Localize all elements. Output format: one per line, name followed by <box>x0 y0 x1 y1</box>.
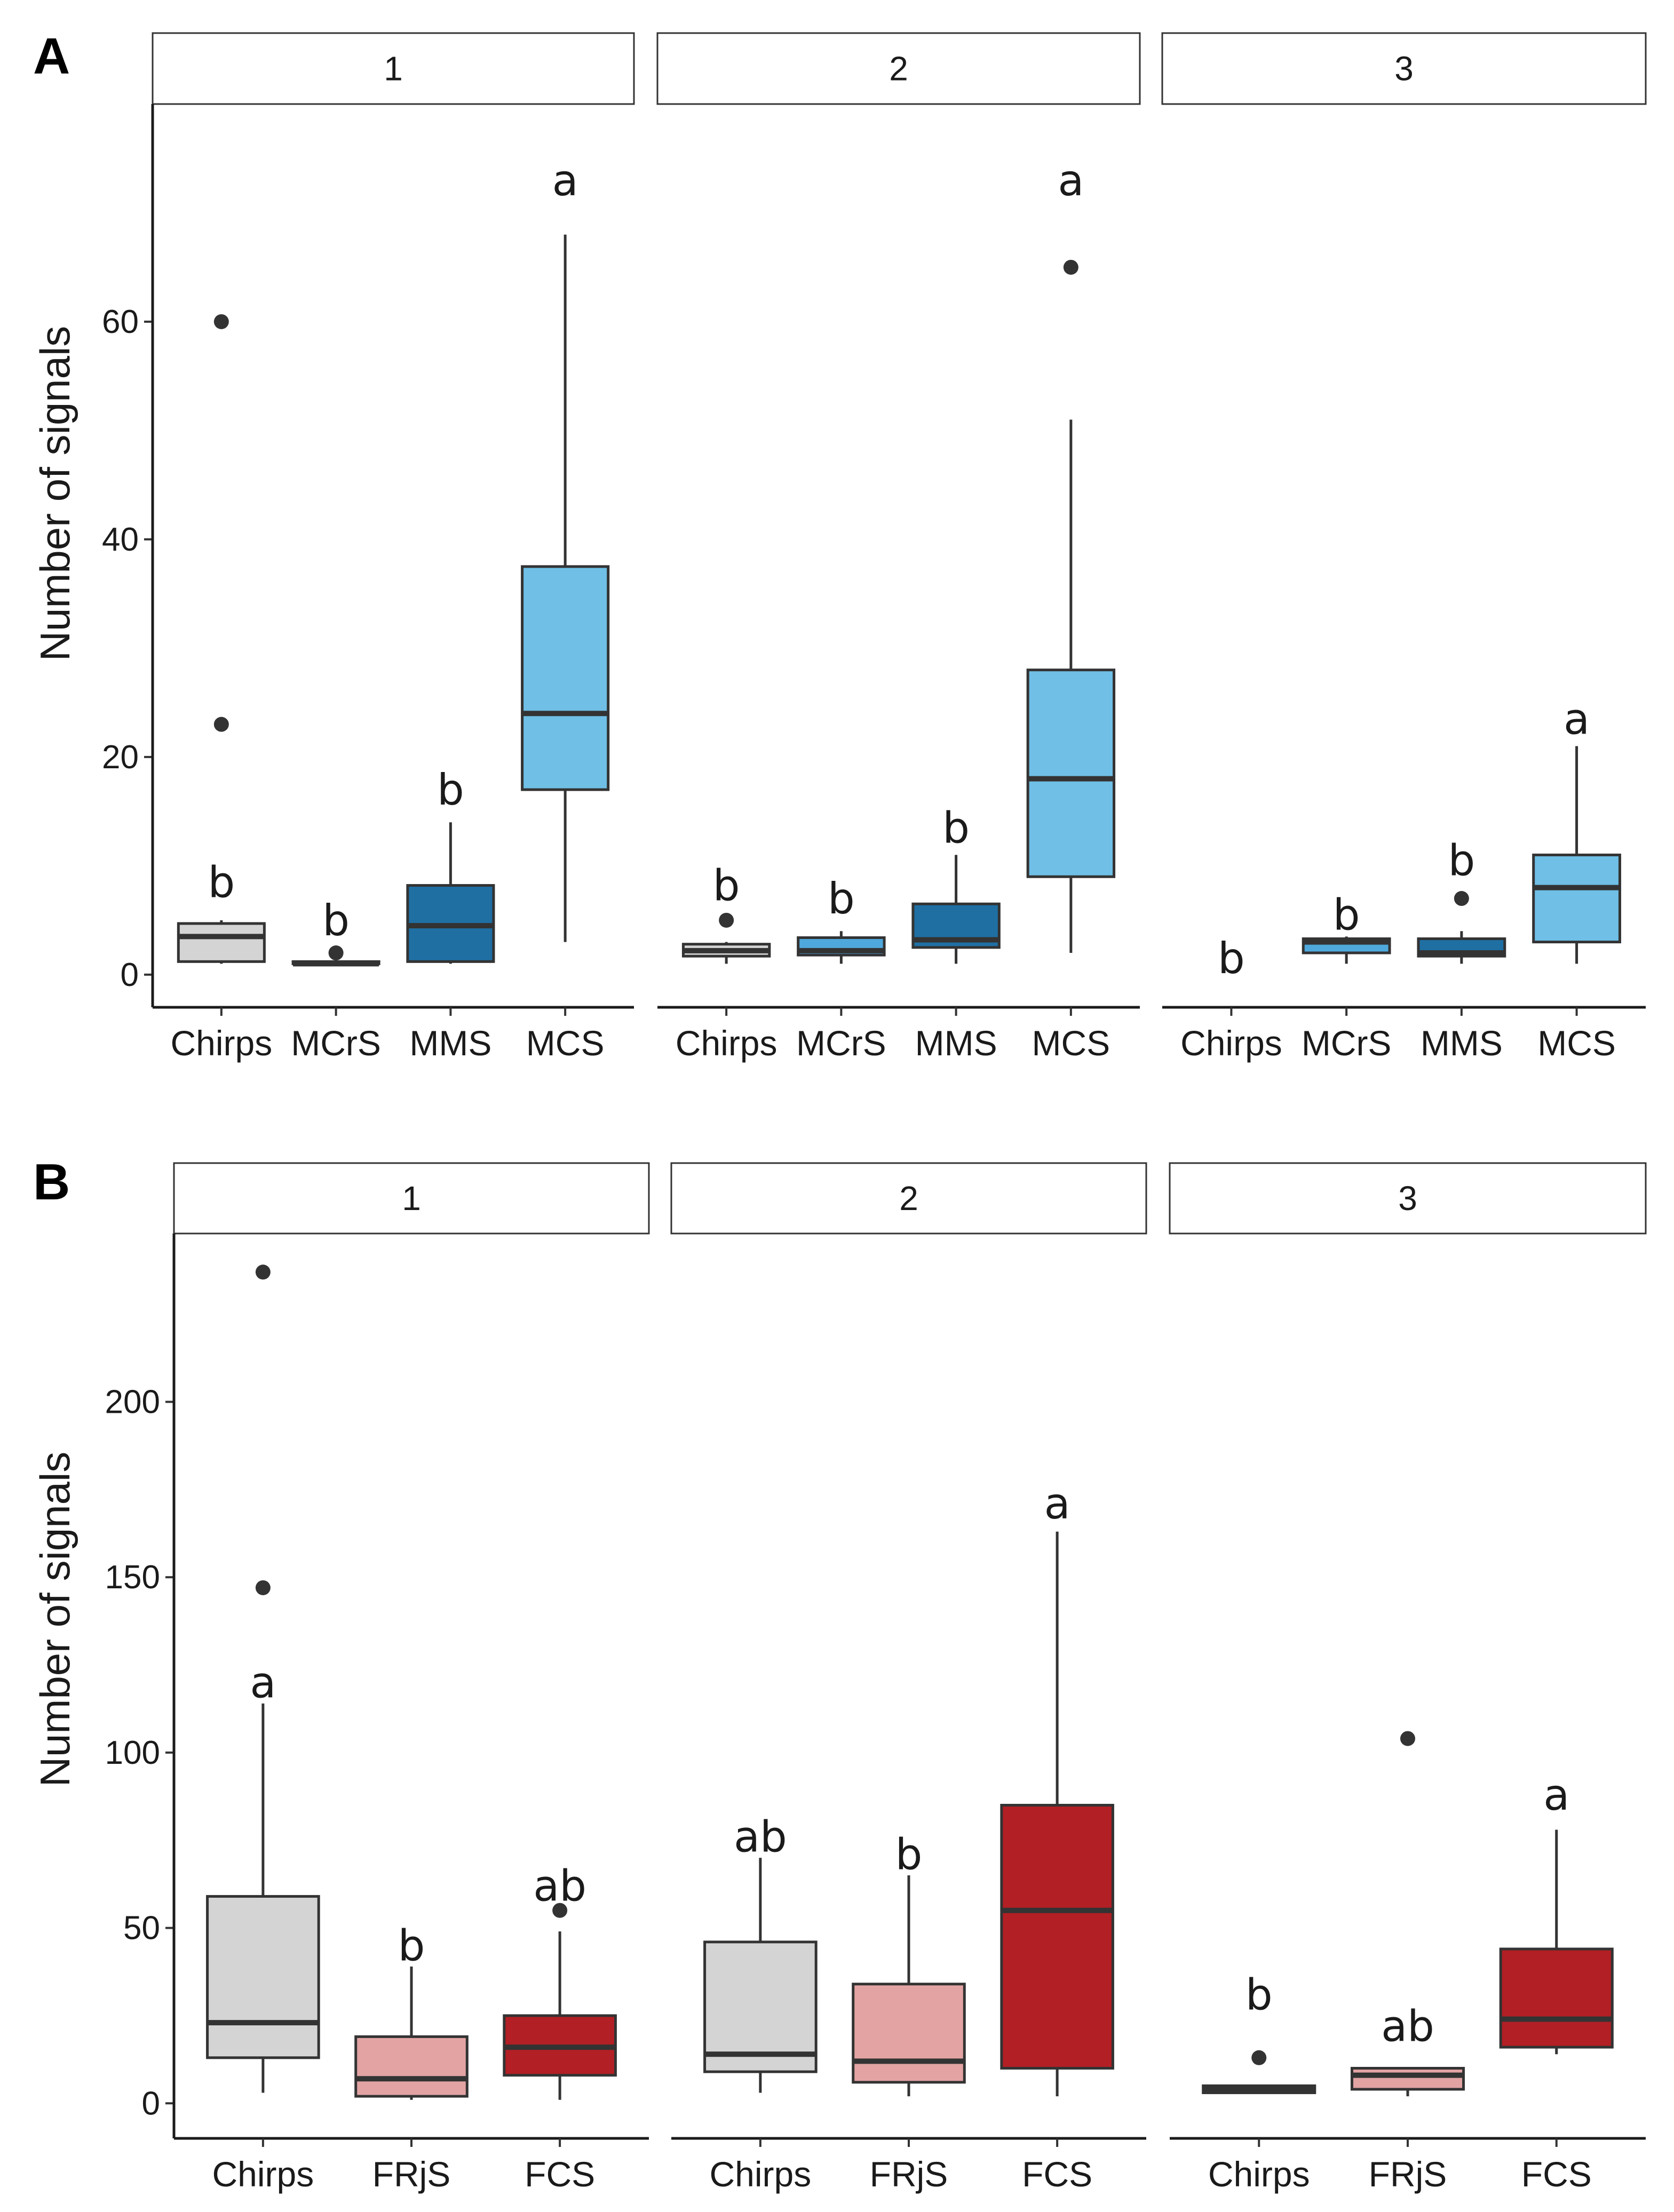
category-label-mcs: MCS <box>526 1023 605 1063</box>
box-fcs <box>1499 1947 1614 2049</box>
category-label-chirps: Chirps <box>1180 1023 1282 1063</box>
y-tick-label: 40 <box>102 521 139 558</box>
facet-strip-label: 3 <box>1394 50 1414 88</box>
box-chirps <box>177 922 266 963</box>
category-label-fcs: FCS <box>525 2154 595 2194</box>
significance-letter-mms: b <box>1448 836 1475 886</box>
y-tick-label: 50 <box>123 1910 160 1947</box>
category-label-chirps: Chirps <box>676 1023 778 1063</box>
panel-b-label: B <box>33 1153 70 1211</box>
category-label-mcrs: MCrS <box>796 1023 886 1063</box>
category-label-mms: MMS <box>915 1023 997 1063</box>
facet-strip-label: 1 <box>384 50 403 88</box>
category-label-mms: MMS <box>1421 1023 1503 1063</box>
category-label-chirps: Chirps <box>710 2154 812 2194</box>
outlier-point-fcs <box>552 1903 568 1918</box>
outlier-point-mms <box>1454 891 1469 906</box>
facet-strip <box>152 32 635 105</box>
significance-letter-frjs: ab <box>1381 2002 1434 2051</box>
outlier-point-mcs <box>1063 259 1078 275</box>
y-tick-label: 0 <box>142 2085 160 2122</box>
outlier-point-chirps <box>255 1580 271 1595</box>
y-tick-label: 200 <box>105 1384 160 1421</box>
significance-letter-chirps: ab <box>734 1812 787 1862</box>
facet-strip <box>656 32 1141 105</box>
panel-a-y-axis-label: Number of signals <box>31 326 78 662</box>
outlier-point-mcrs <box>328 945 344 961</box>
significance-letter-chirps: b <box>208 857 235 907</box>
significance-letter-fcs: a <box>1044 1479 1070 1529</box>
category-label-frjs: FRjS <box>870 2154 948 2194</box>
facet-strip <box>1169 1162 1647 1235</box>
category-label-chirps: Chirps <box>170 1023 272 1063</box>
category-label-mcrs: MCrS <box>291 1023 381 1063</box>
panel-a-axes: 0 20 40 60 1 Chirps b MCrS b MMS b MCS a 2 Chirps b MCrS… <box>102 32 1647 1063</box>
y-tick-label: 20 <box>102 739 139 776</box>
category-label-chirps: Chirps <box>1208 2154 1310 2194</box>
category-label-mms: MMS <box>409 1023 491 1063</box>
significance-letter-chirps: a <box>250 1658 276 1707</box>
y-tick-label: 150 <box>105 1559 160 1596</box>
y-tick-label: 0 <box>121 957 139 993</box>
category-label-mcs: MCS <box>1032 1023 1110 1063</box>
box-chirps <box>703 1940 818 2073</box>
box-frjs <box>852 1983 966 2084</box>
category-label-frjs: FRjS <box>372 2154 451 2194</box>
box-chirps <box>206 1895 320 2059</box>
category-label-chirps: Chirps <box>212 2154 314 2194</box>
category-label-mcrs: MCrS <box>1302 1023 1392 1063</box>
outlier-point-chirps <box>213 314 229 329</box>
category-label-fcs: FCS <box>1521 2154 1592 2194</box>
significance-letter-mcrs: b <box>322 896 350 945</box>
panel-b-y-axis-label: Number of signals <box>31 1452 78 1787</box>
y-tick-label: 100 <box>105 1734 160 1771</box>
facet-strip <box>1161 32 1647 105</box>
significance-letter-mcs: a <box>1058 156 1084 205</box>
significance-letter-mcs: a <box>1564 694 1590 744</box>
outlier-point-frjs <box>1400 1731 1415 1746</box>
significance-letter-mcrs: b <box>1333 890 1360 940</box>
significance-letter-fcs: a <box>1543 1770 1569 1820</box>
significance-letter-frjs: b <box>895 1830 923 1880</box>
significance-letter-fcs: ab <box>533 1861 586 1911</box>
panel-a: A Number of signals 0 20 40 60 1 Chirps b MCrS b… <box>31 28 1647 1063</box>
box-fcs <box>1000 1804 1114 2070</box>
y-tick-label: 60 <box>102 304 139 340</box>
box-frjs <box>1350 2067 1465 2091</box>
significance-letter-mcs: a <box>552 156 578 205</box>
outlier-point-chirps <box>255 1264 271 1280</box>
panel-b-axes: 0501001502001ChirpsaFRjSbFCSab2ChirpsabF… <box>105 1162 1647 2194</box>
facet-strip-label: 2 <box>889 50 908 88</box>
box-frjs <box>354 2035 469 2098</box>
significance-letter-chirps: b <box>1245 1970 1273 2019</box>
outlier-point-chirps <box>719 912 734 928</box>
category-label-fcs: FCS <box>1022 2154 1092 2194</box>
category-label-frjs: FRjS <box>1369 2154 1447 2194</box>
category-label-mcs: MCS <box>1537 1023 1616 1063</box>
outlier-point-chirps <box>1251 2050 1267 2065</box>
significance-letter-chirps: b <box>713 861 740 911</box>
significance-letter-mms: b <box>942 803 970 853</box>
significance-letter-frjs: b <box>398 1921 425 1970</box>
facet-strip-label: 1 <box>402 1179 421 1218</box>
box-mcs <box>521 565 610 791</box>
facet-strip-label: 3 <box>1398 1179 1417 1218</box>
significance-letter-mms: b <box>437 765 464 815</box>
facet-strip <box>670 1162 1147 1235</box>
outlier-point-chirps <box>213 717 229 732</box>
panel-a-label: A <box>33 28 70 85</box>
box-mcs <box>1532 853 1621 944</box>
significance-letter-mcrs: b <box>828 874 855 924</box>
box-mcs <box>1026 669 1116 878</box>
facet-strip <box>173 1162 650 1235</box>
facet-strip-label: 2 <box>899 1179 918 1218</box>
panel-b: B Number of signals 0 50 100 150 200 1 Chirps a… <box>31 1153 1647 2194</box>
significance-letter-chirps: b <box>1218 934 1245 983</box>
